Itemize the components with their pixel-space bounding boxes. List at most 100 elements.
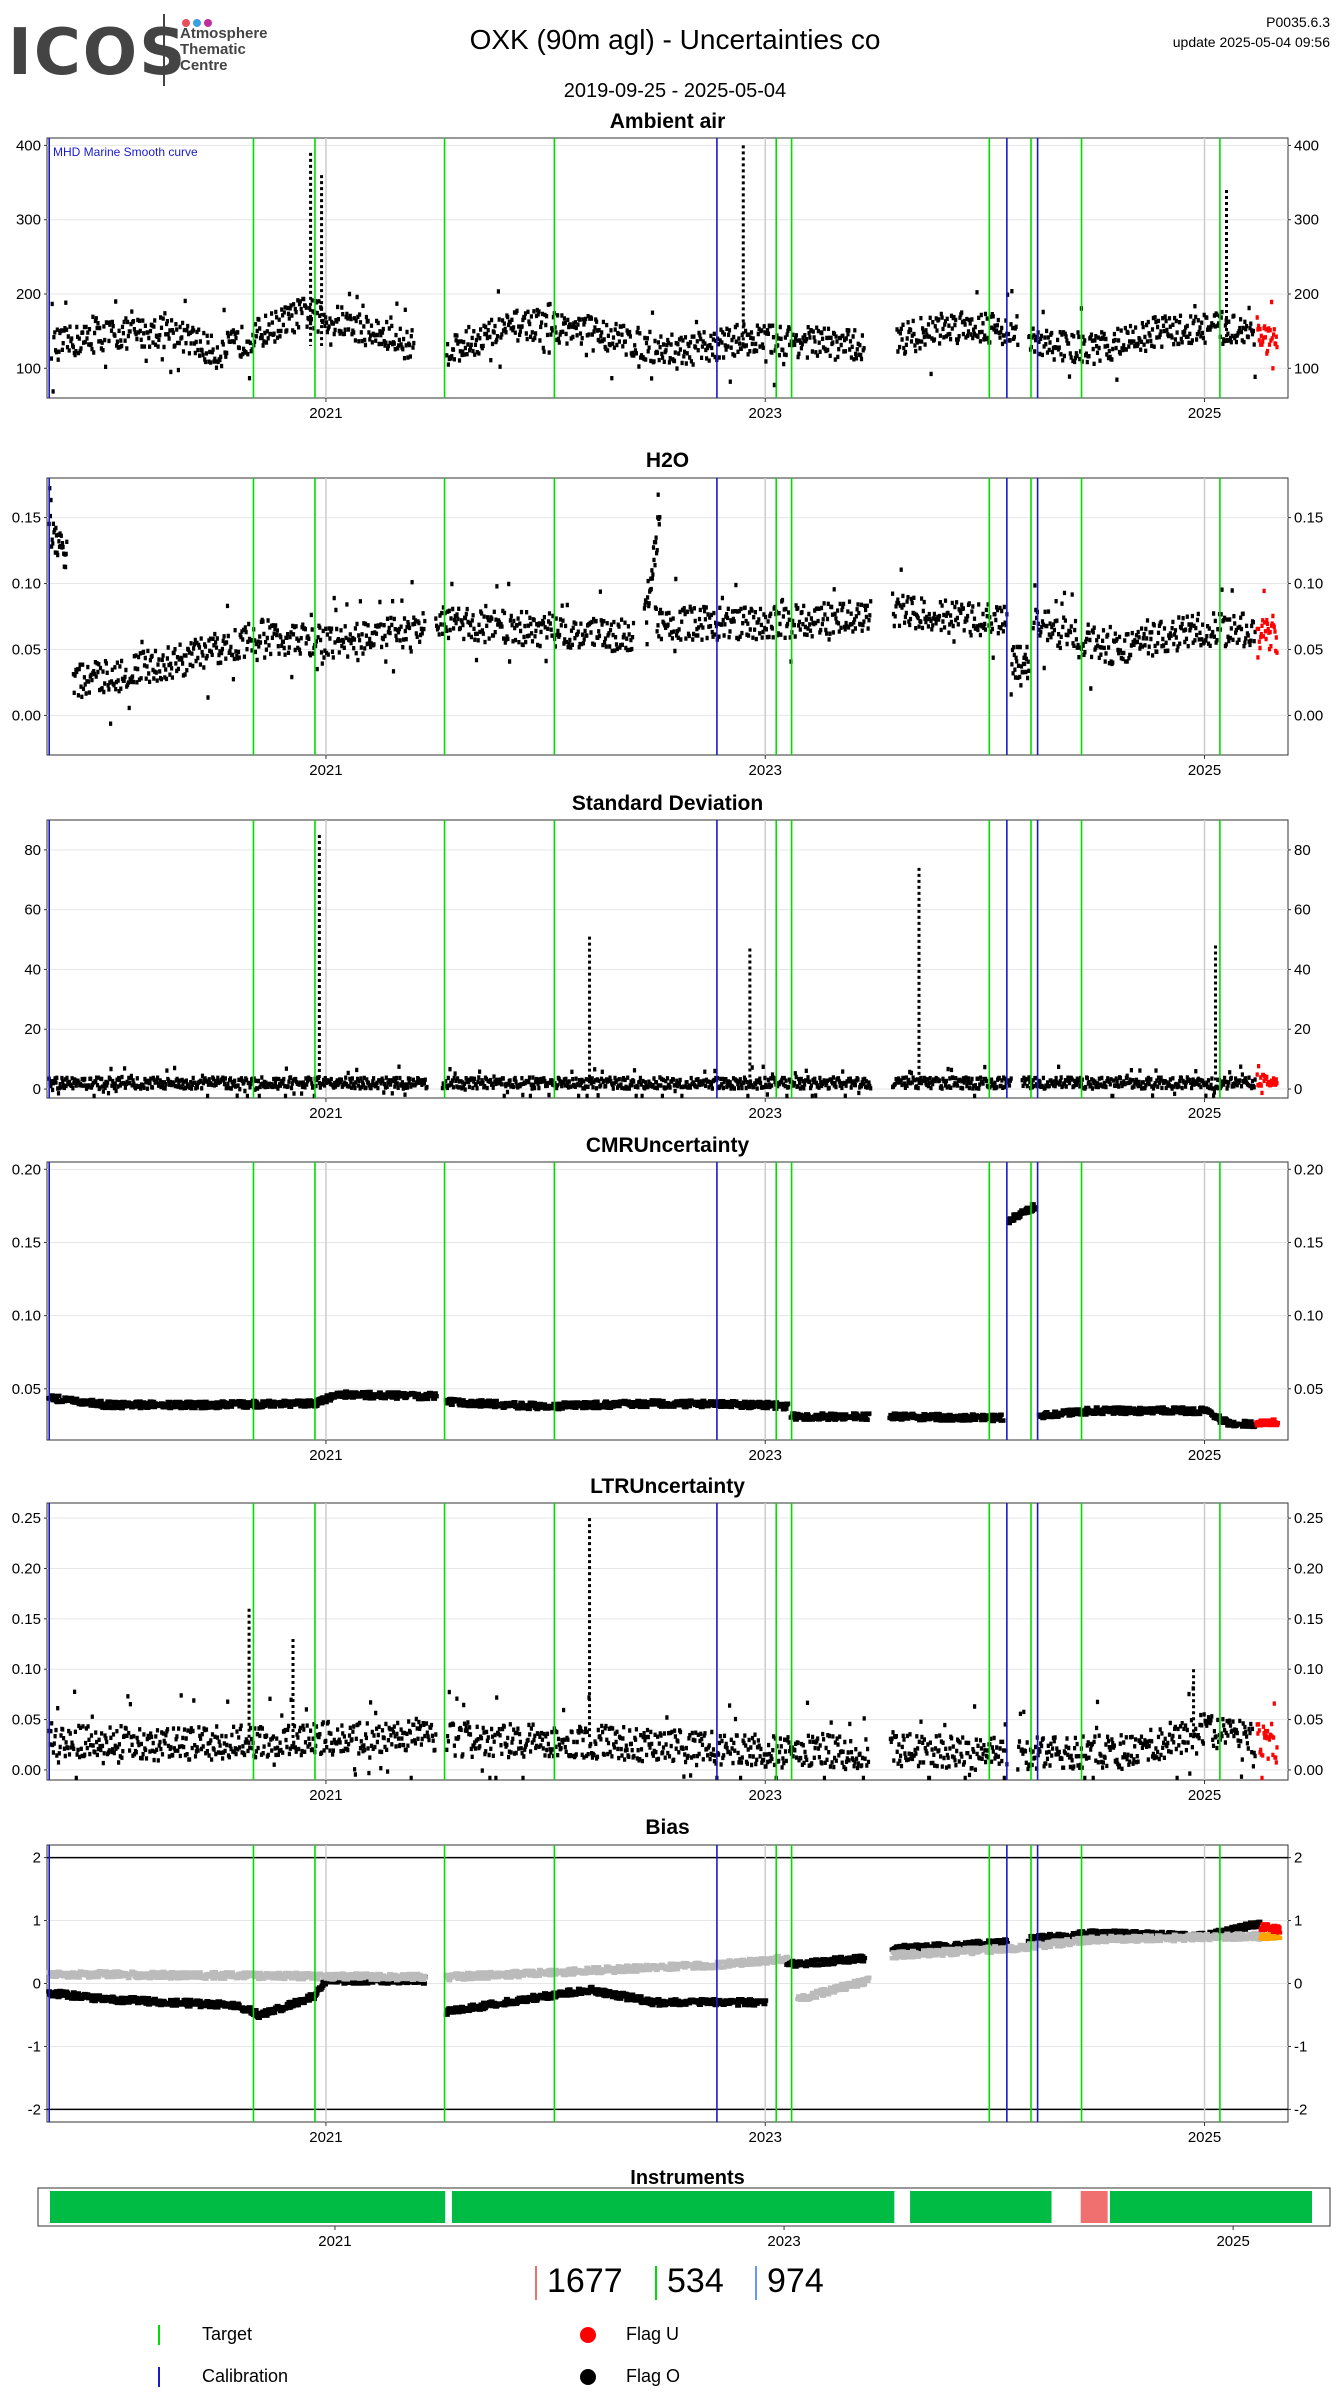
- instrument-block: [1080, 2191, 1108, 2223]
- panel-title: Standard Deviation: [572, 792, 763, 815]
- x-tick-label: 2025: [1188, 405, 1221, 422]
- data-series-flag-o: [443, 1396, 791, 1412]
- legend-label: Flag O: [626, 2366, 681, 2386]
- data-series-flag-o: [445, 289, 866, 388]
- logo-text: ICOS: [8, 16, 188, 90]
- y-tick-label-left: 40: [24, 961, 41, 978]
- count-calibration-red: 1677: [535, 2262, 623, 2301]
- y-tick-label-right: 400: [1294, 137, 1319, 154]
- y-tick-label-left: 0.00: [12, 707, 41, 724]
- panel-title: Bias: [645, 1816, 689, 1839]
- y-tick-label-left: 0.05: [12, 1381, 41, 1398]
- y-tick-label-right: 80: [1294, 842, 1311, 859]
- x-tick-label: 2021: [309, 2129, 342, 2146]
- plot-frame: [46, 137, 1289, 399]
- x-tick-label: 2021: [309, 405, 342, 422]
- y-tick-label-left: 200: [16, 286, 41, 303]
- data-series-flag-o: [445, 1689, 871, 1781]
- data-series-flag-o: [1016, 1686, 1257, 1781]
- plot-frame: [46, 1161, 1289, 1441]
- data-series-flag-o: [1020, 1064, 1257, 1099]
- panel-ambient: Ambient air 100 100 200 200 300 300 400 400 2021 2…: [16, 110, 1319, 422]
- data-series-flag-o: [1006, 1202, 1039, 1226]
- data-series-flag-u: [1255, 299, 1279, 371]
- y-tick-label-right: 200: [1294, 286, 1319, 303]
- y-tick-label-right: 0.15: [1294, 510, 1323, 527]
- target-marker-icon: [158, 2325, 160, 2346]
- data-series-flag-o: [1223, 1418, 1259, 1430]
- data-series-flag-u: [1258, 1922, 1283, 1935]
- y-tick-label-left: 0: [33, 1976, 41, 1993]
- y-tick-label-left: 0: [33, 1081, 41, 1098]
- x-tick-label: 2021: [318, 2233, 351, 2250]
- y-tick-label-left: 0.10: [12, 1661, 41, 1678]
- logo-sub-line: Atmosphere: [180, 25, 268, 42]
- y-tick-label-left: 2: [33, 1850, 41, 1867]
- data-series-flag-o: [784, 1953, 868, 1969]
- calibration-marker-icon: [158, 2367, 160, 2388]
- y-tick-label-right: 300: [1294, 212, 1319, 229]
- logo-dot: [193, 19, 201, 27]
- x-tick-label: 2021: [309, 762, 342, 779]
- y-tick-label-left: 0.10: [12, 576, 41, 593]
- version-info: P0035.6.3 update 2025-05-04 09:56: [1173, 12, 1330, 52]
- panel-title: CMRUncertainty: [586, 1134, 750, 1157]
- data-series-flag-u: [1255, 588, 1279, 660]
- logo-dots: [182, 14, 222, 27]
- data-series-flag-o: [653, 576, 873, 664]
- y-tick-label-left: 20: [24, 1021, 41, 1038]
- y-tick-label-left: -1: [28, 2038, 41, 2055]
- data-series-flag-o: [891, 567, 1009, 660]
- y-tick-label-right: 1: [1294, 1913, 1302, 1930]
- y-tick-label-right: 0.20: [1294, 1560, 1323, 1577]
- y-tick-label-right: 0.05: [1294, 1712, 1323, 1729]
- panel-annotation: MHD Marine Smooth curve: [53, 145, 198, 159]
- y-tick-label-right: 100: [1294, 360, 1319, 377]
- count-value: 974: [767, 2262, 824, 2300]
- data-series-mhd-curve: [443, 1953, 791, 1983]
- data-series-flag-o: [71, 580, 427, 726]
- instrument-block: [910, 2191, 1052, 2223]
- instrument-block: [1109, 2191, 1312, 2223]
- data-series-flag-o: [1027, 304, 1257, 382]
- logo-sub-line: Centre: [180, 57, 228, 74]
- plot-frame: [46, 1502, 1289, 1781]
- panel-title: Ambient air: [610, 110, 726, 133]
- data-series-mhd-curve: [889, 1930, 1263, 1961]
- y-tick-label-right: 0.00: [1294, 1762, 1323, 1779]
- y-tick-label-left: 300: [16, 212, 41, 229]
- y-tick-label-left: -2: [28, 2101, 41, 2118]
- panel-ltr: LTRUncertainty 0.00 0.00 0.05 0.05 0.10 0.10 0.…: [12, 1475, 1323, 1804]
- x-tick-label: 2021: [309, 1105, 342, 1122]
- y-tick-label-right: 0.15: [1294, 1234, 1323, 1251]
- y-tick-label-left: 1: [33, 1913, 41, 1930]
- flag-o-dot-icon: [580, 2369, 596, 2386]
- y-tick-label-right: 0.10: [1294, 576, 1323, 593]
- y-tick-label-left: 0.15: [12, 1611, 41, 1628]
- y-tick-label-left: 0.20: [12, 1560, 41, 1577]
- instrument-block: [451, 2191, 895, 2223]
- data-series-flag-u: [1254, 1417, 1280, 1428]
- count-marker: [655, 2266, 657, 2301]
- y-tick-label-right: 0.05: [1294, 1381, 1323, 1398]
- x-tick-label: 2023: [749, 762, 782, 779]
- y-tick-label-left: 0.15: [12, 510, 41, 527]
- count-target: 534: [655, 2262, 724, 2301]
- data-series-flag-o: [642, 492, 662, 647]
- y-tick-label-right: 0.15: [1294, 1611, 1323, 1628]
- data-series-flag-o: [434, 581, 636, 664]
- y-tick-label-left: 0.05: [12, 641, 41, 658]
- x-tick-label: 2023: [749, 1787, 782, 1804]
- y-tick-label-right: 2: [1294, 1850, 1302, 1867]
- instruments-title: Instruments: [630, 2167, 744, 2189]
- legend-label: Calibration: [202, 2366, 289, 2386]
- count-value: 1677: [547, 2262, 623, 2300]
- panel-cmr: CMRUncertainty 0.05 0.05 0.10 0.10 0.15 0.15 0.…: [12, 1134, 1323, 1464]
- legend-label: Flag U: [626, 2324, 680, 2344]
- instruments-panel: Instruments 2021 2023 2025: [37, 2167, 1331, 2250]
- y-tick-label-left: 0.05: [12, 1712, 41, 1729]
- data-series-flag-o: [895, 289, 1020, 377]
- plot-frame: [46, 819, 1289, 1099]
- logo-sub-line: Thematic: [180, 41, 246, 58]
